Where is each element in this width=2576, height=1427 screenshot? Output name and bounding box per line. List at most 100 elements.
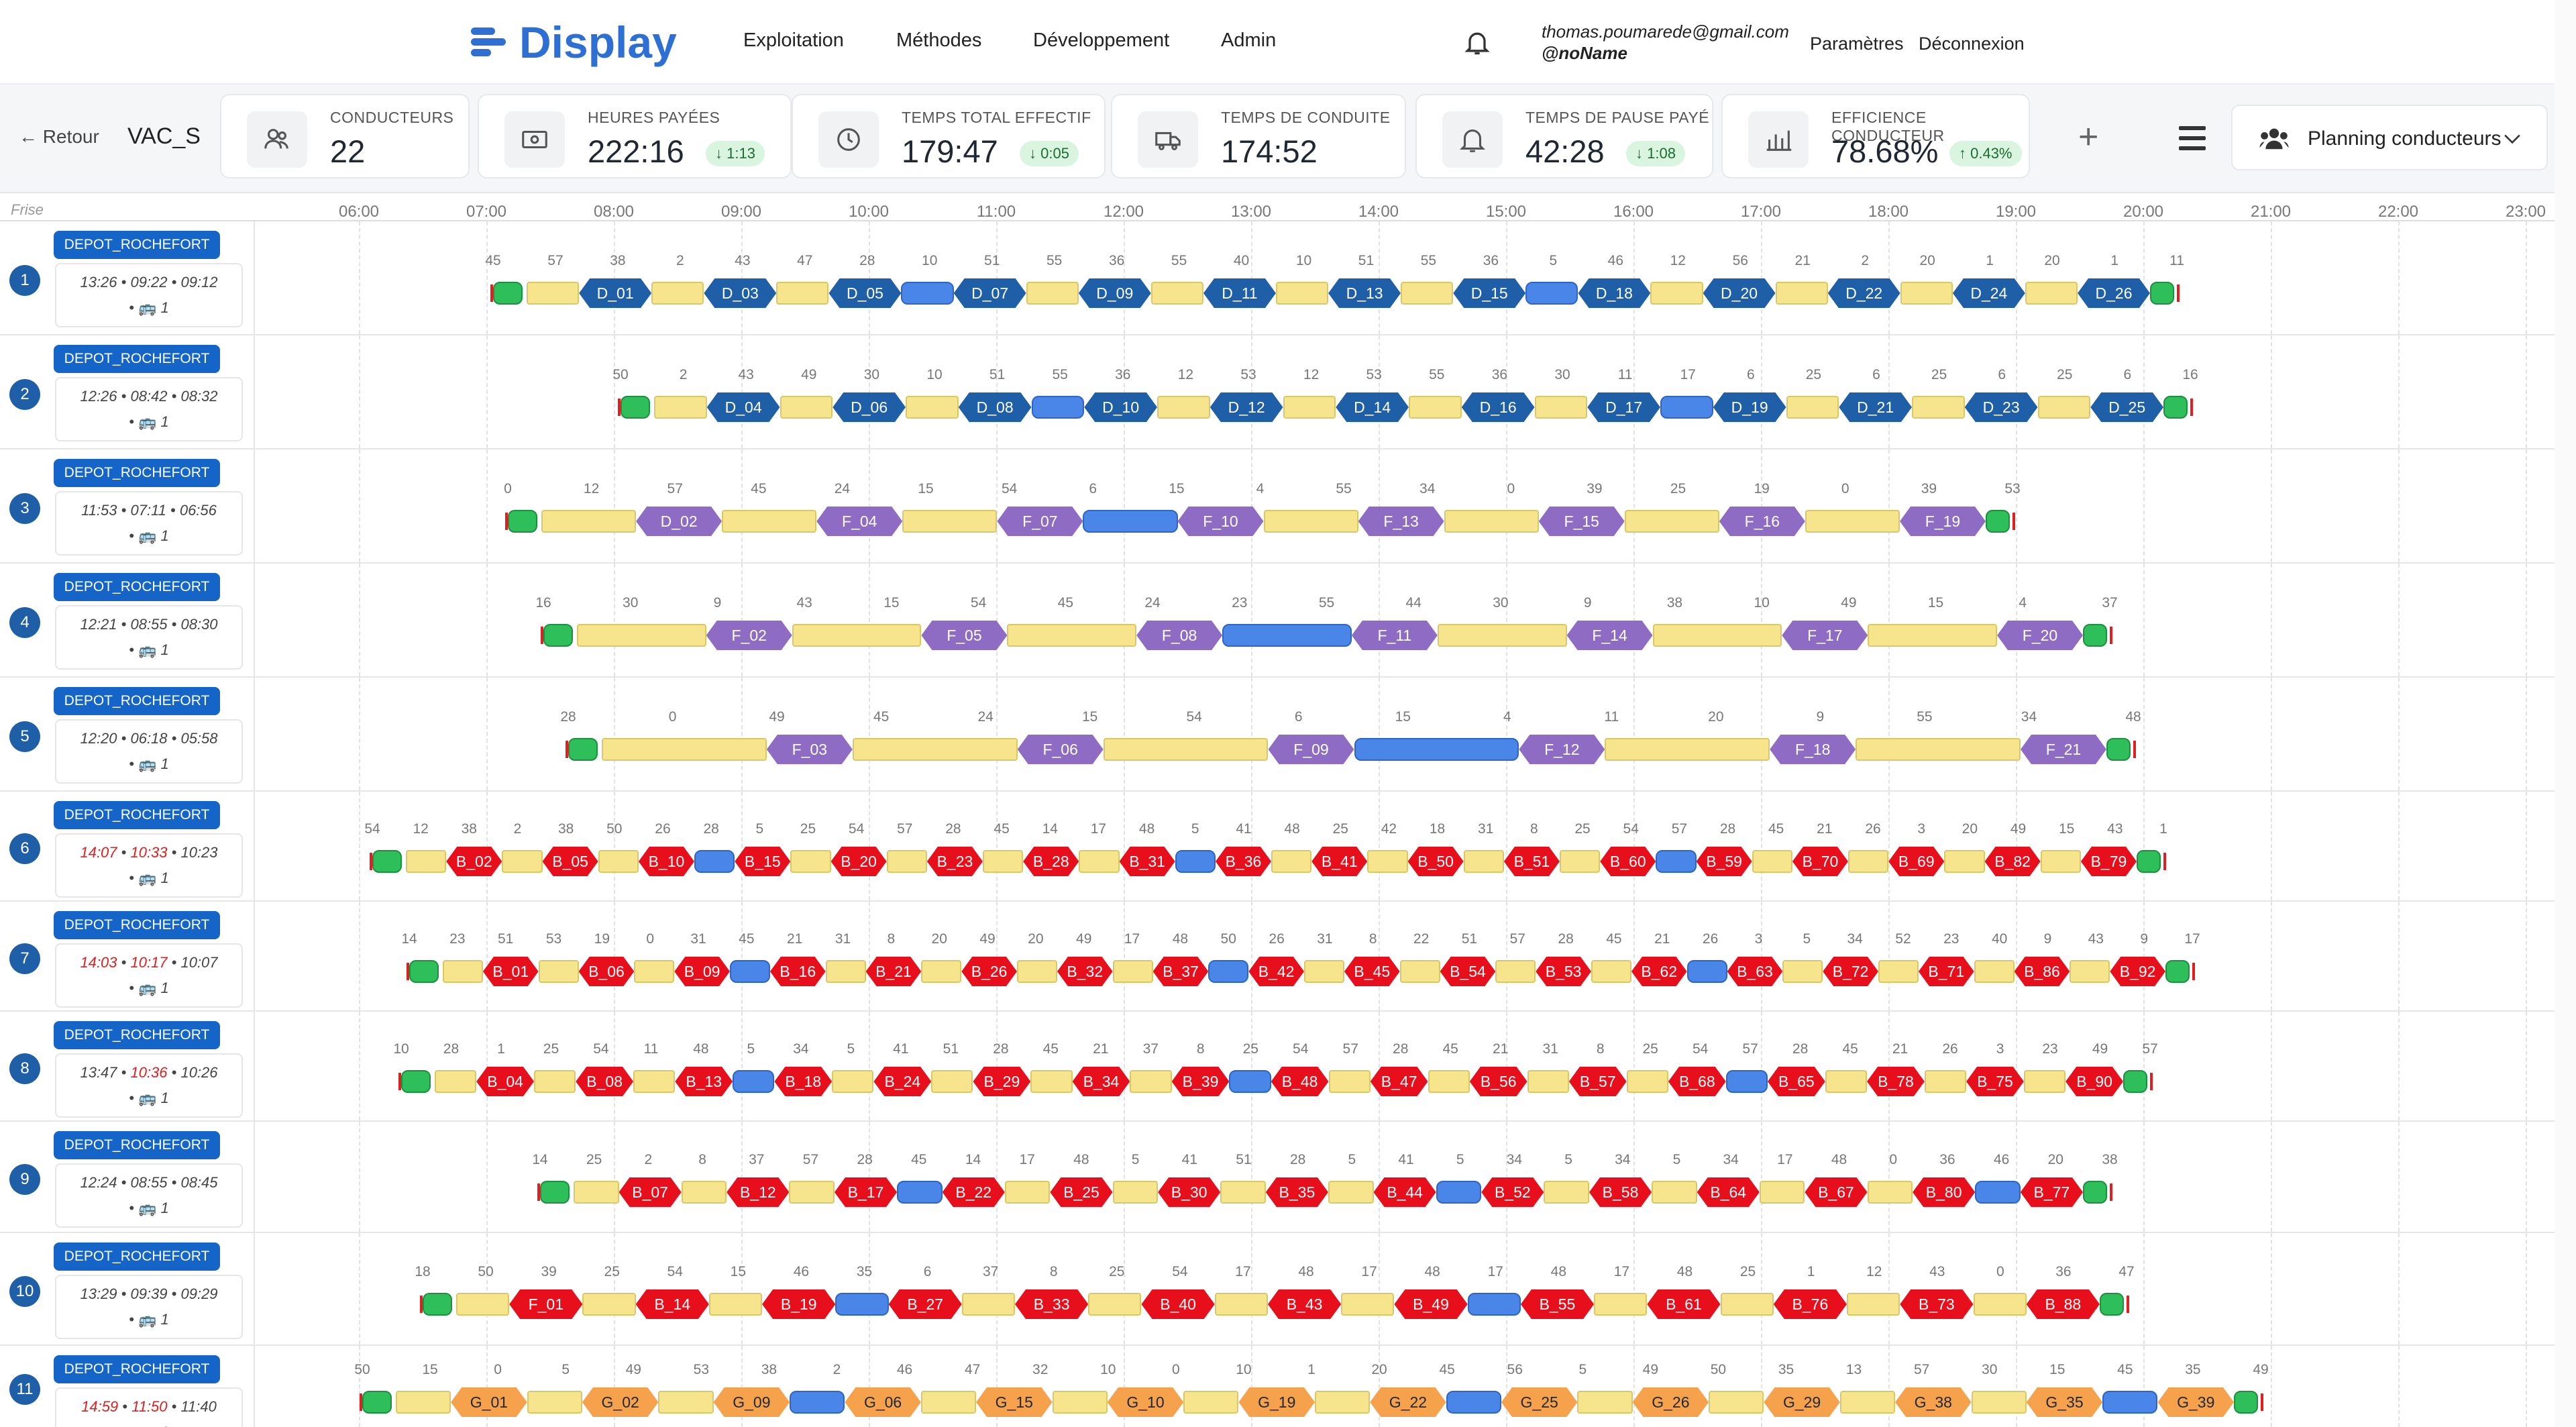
deadhead-segment[interactable]: [1083, 510, 1178, 533]
trip-block[interactable]: D_14: [1336, 392, 1409, 422]
trip-block[interactable]: B_17: [835, 1177, 897, 1207]
service-segment[interactable]: [1444, 510, 1539, 533]
trip-block[interactable]: B_35: [1266, 1177, 1328, 1207]
nav-developpement[interactable]: Développement: [1033, 30, 1170, 51]
trip-block[interactable]: F_15: [1539, 507, 1625, 536]
trip-block[interactable]: B_27: [889, 1289, 962, 1319]
service-segment[interactable]: [1409, 396, 1462, 419]
trip-block[interactable]: B_67: [1805, 1177, 1867, 1207]
service-segment[interactable]: [1112, 960, 1153, 983]
trip-block[interactable]: B_55: [1521, 1289, 1594, 1319]
back-button[interactable]: ← Retour: [19, 126, 99, 147]
trip-block[interactable]: B_15: [735, 847, 790, 876]
service-segment[interactable]: [1577, 1391, 1633, 1414]
trip-block[interactable]: D_01: [579, 278, 651, 308]
depot-badge[interactable]: DEPOT_ROCHEFORT: [54, 911, 220, 939]
trip-block[interactable]: D_17: [1587, 392, 1660, 422]
trip-block[interactable]: B_88: [2027, 1289, 2100, 1319]
service-segment[interactable]: [906, 396, 959, 419]
trip-block[interactable]: B_57: [1569, 1067, 1627, 1096]
driver-number-badge[interactable]: 8: [9, 1053, 40, 1084]
depot-pullout[interactable]: [568, 738, 598, 761]
driver-number-badge[interactable]: 11: [9, 1373, 40, 1405]
depot-pullin[interactable]: [2083, 1181, 2107, 1204]
deadhead-segment[interactable]: [1208, 960, 1249, 983]
trip-block[interactable]: B_58: [1589, 1177, 1652, 1207]
trip-block[interactable]: F_13: [1358, 507, 1444, 536]
trip-block[interactable]: F_10: [1178, 507, 1264, 536]
trip-block[interactable]: B_71: [1919, 957, 1974, 986]
service-segment[interactable]: [983, 850, 1024, 873]
service-segment[interactable]: [1017, 960, 1057, 983]
trip-block[interactable]: B_37: [1153, 957, 1209, 986]
trip-block[interactable]: B_53: [1536, 957, 1591, 986]
deadhead-segment[interactable]: [1031, 396, 1085, 419]
service-segment[interactable]: [2025, 282, 2078, 305]
trip-block[interactable]: B_77: [2021, 1177, 2083, 1207]
deadhead-segment[interactable]: [1354, 738, 1519, 761]
service-segment[interactable]: [776, 282, 829, 305]
trip-block[interactable]: D_10: [1084, 392, 1157, 422]
trip-block[interactable]: G_26: [1633, 1387, 1709, 1417]
trip-block[interactable]: F_18: [1770, 735, 1856, 764]
trip-block[interactable]: G_15: [976, 1387, 1053, 1417]
service-segment[interactable]: [1428, 1070, 1470, 1093]
deadhead-segment[interactable]: [1660, 396, 1713, 419]
trip-block[interactable]: B_63: [1727, 957, 1783, 986]
service-segment[interactable]: [1534, 396, 1588, 419]
trip-block[interactable]: B_14: [636, 1289, 709, 1319]
deadhead-segment[interactable]: [1525, 282, 1578, 305]
trip-block[interactable]: G_01: [451, 1387, 527, 1417]
trip-block[interactable]: B_52: [1481, 1177, 1544, 1207]
service-segment[interactable]: [1825, 1070, 1867, 1093]
trip-block[interactable]: B_41: [1311, 847, 1367, 876]
deadhead-segment[interactable]: [835, 1293, 889, 1316]
trip-block[interactable]: B_39: [1172, 1067, 1230, 1096]
service-segment[interactable]: [2023, 1070, 2066, 1093]
trip-block[interactable]: B_05: [543, 847, 598, 876]
trip-block[interactable]: B_34: [1073, 1067, 1130, 1096]
service-segment[interactable]: [1759, 1181, 1805, 1204]
service-segment[interactable]: [1775, 282, 1828, 305]
deadhead-segment[interactable]: [2102, 1391, 2158, 1414]
trip-block[interactable]: B_25: [1050, 1177, 1112, 1207]
trip-block[interactable]: D_02: [636, 507, 722, 536]
trip-block[interactable]: B_47: [1371, 1067, 1428, 1096]
service-segment[interactable]: [582, 1293, 636, 1316]
trip-block[interactable]: B_64: [1697, 1177, 1760, 1207]
service-segment[interactable]: [1544, 1181, 1589, 1204]
service-segment[interactable]: [1878, 960, 1919, 983]
service-segment[interactable]: [1709, 1391, 1764, 1414]
trip-block[interactable]: B_90: [2065, 1067, 2123, 1096]
trip-block[interactable]: B_10: [639, 847, 694, 876]
service-segment[interactable]: [1283, 396, 1336, 419]
depot-badge[interactable]: DEPOT_ROCHEFORT: [54, 1131, 220, 1159]
deadhead-segment[interactable]: [733, 1070, 775, 1093]
service-segment[interactable]: [577, 624, 706, 647]
depot-pullin[interactable]: [2137, 850, 2161, 873]
trip-block[interactable]: B_80: [1913, 1177, 1975, 1207]
logout-link[interactable]: Déconnexion: [1919, 34, 2025, 54]
trip-block[interactable]: D_06: [833, 392, 906, 422]
trip-block[interactable]: G_38: [1895, 1387, 1972, 1417]
service-segment[interactable]: [1026, 282, 1079, 305]
trip-block[interactable]: B_79: [2081, 847, 2137, 876]
trip-block[interactable]: D_03: [704, 278, 776, 308]
service-segment[interactable]: [443, 960, 483, 983]
service-segment[interactable]: [1944, 850, 1985, 873]
nav-exploitation[interactable]: Exploitation: [743, 30, 844, 51]
service-segment[interactable]: [832, 1070, 874, 1093]
trip-block[interactable]: B_76: [1774, 1289, 1847, 1319]
trip-block[interactable]: B_19: [762, 1289, 835, 1319]
trip-block[interactable]: B_45: [1344, 957, 1400, 986]
trip-block[interactable]: D_13: [1328, 278, 1401, 308]
trip-block[interactable]: B_29: [973, 1067, 1030, 1096]
trip-block[interactable]: D_15: [1453, 278, 1525, 308]
service-segment[interactable]: [1004, 1181, 1051, 1204]
service-segment[interactable]: [1214, 1293, 1268, 1316]
trip-block[interactable]: F_05: [921, 621, 1007, 650]
deadhead-segment[interactable]: [1467, 1293, 1521, 1316]
service-segment[interactable]: [920, 1391, 977, 1414]
trip-block[interactable]: D_20: [1703, 278, 1776, 308]
trip-block[interactable]: B_68: [1668, 1067, 1726, 1096]
